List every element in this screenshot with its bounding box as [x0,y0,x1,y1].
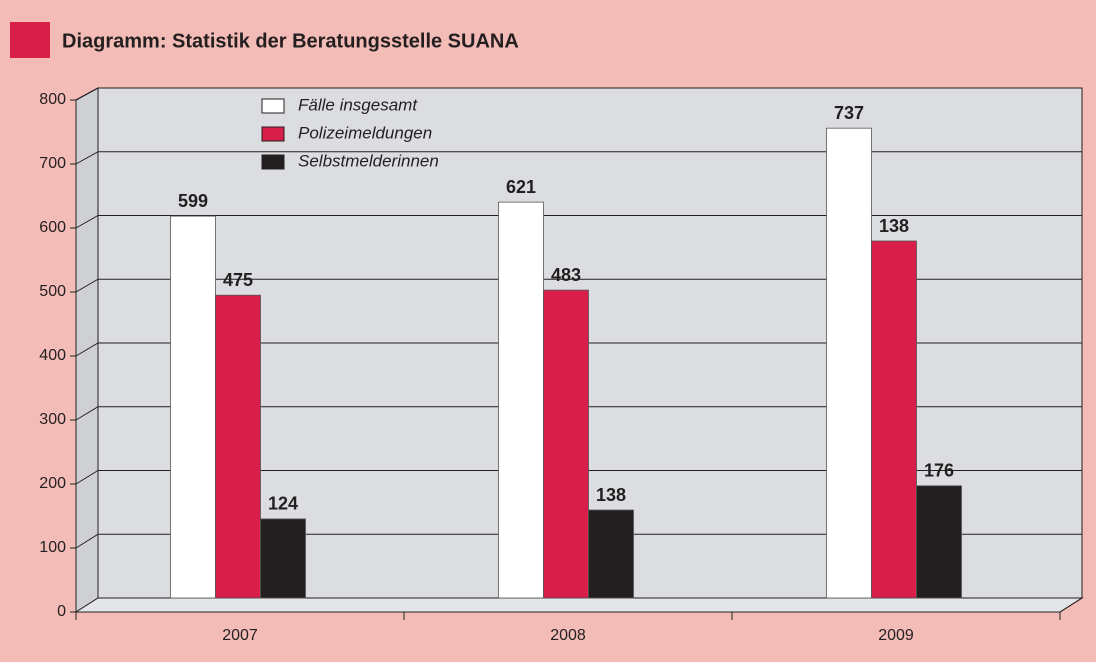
grid-line [75,87,1082,101]
x-tick-label: 2009 [878,627,914,644]
floor [74,597,1084,613]
legend-swatch [261,154,285,170]
legend-label: Fälle insgesamt [298,95,418,114]
legend-swatch [261,98,285,114]
bar [871,240,917,599]
grid-line [75,470,1082,485]
y-tick-label: 200 [39,475,66,492]
y-tick-label: 400 [39,347,66,364]
bar [916,485,962,599]
bar [498,201,544,599]
grid-line [75,406,1082,421]
grid-line [75,215,1082,229]
legend-label: Polizeimeldungen [298,123,432,142]
y-tick-label: 100 [39,539,66,556]
value-label: 483 [551,265,581,285]
bar [170,215,216,599]
grid-line [75,533,1082,549]
bar [260,518,306,599]
y-tick-label: 800 [39,91,66,108]
x-tick-label: 2008 [550,627,586,644]
bar [826,127,872,599]
right-edge [1059,597,1083,613]
title-icon [10,22,50,58]
grid-line [75,151,1082,165]
value-label: 475 [223,270,253,290]
y-tick-label: 0 [57,603,66,620]
value-label: 599 [178,191,208,211]
value-label: 124 [268,494,298,514]
value-label: 138 [879,216,909,236]
chart-title: Diagramm: Statistik der Beratungsstelle … [62,30,519,52]
y-tick-label: 600 [39,219,66,236]
legend-label: Selbstmelderinnen [298,151,439,170]
x-tick-label: 2007 [222,627,258,644]
value-label: 737 [834,103,864,123]
grid-line [75,342,1082,357]
bar [215,294,261,599]
bar [588,509,634,599]
legend-swatch [261,126,285,142]
y-tick-label: 300 [39,411,66,428]
grid-line [75,278,1082,293]
value-label: 621 [506,177,536,197]
bar [543,289,589,599]
value-label: 176 [924,461,954,481]
value-label: 138 [596,485,626,505]
y-tick-label: 500 [39,283,66,300]
y-tick-label: 700 [39,155,66,172]
